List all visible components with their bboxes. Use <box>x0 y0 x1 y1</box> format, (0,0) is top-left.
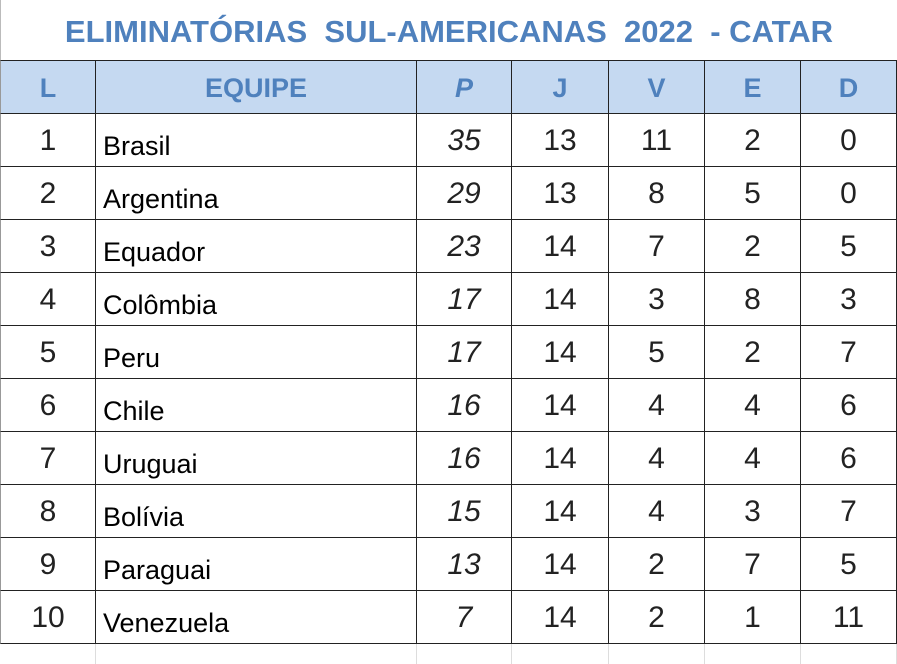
table-cell: 10 <box>0 591 96 644</box>
column-header: P <box>417 60 512 114</box>
table-cell: 9 <box>0 538 96 591</box>
table-cell: 14 <box>512 485 609 538</box>
table-cell: 4 <box>705 379 801 432</box>
empty-cell <box>417 644 512 664</box>
team-name: Uruguai <box>96 432 417 485</box>
table-cell: 11 <box>609 114 705 167</box>
table-cell: 3 <box>801 273 897 326</box>
table-cell: 2 <box>0 167 96 220</box>
table-cell: 11 <box>801 591 897 644</box>
table-cell: 1 <box>0 114 96 167</box>
table-cell: 14 <box>512 432 609 485</box>
table-cell: 6 <box>0 379 96 432</box>
table-cell: 13 <box>512 114 609 167</box>
table-cell: 6 <box>801 379 897 432</box>
table-cell: 5 <box>0 326 96 379</box>
table-title: ELIMINATÓRIAS SUL-AMERICANAS 2022 - CATA… <box>0 0 897 61</box>
table-cell: 7 <box>801 485 897 538</box>
table-cell: 5 <box>801 538 897 591</box>
table-cell: 7 <box>417 591 512 644</box>
team-name: Bolívia <box>96 485 417 538</box>
team-name: Chile <box>96 379 417 432</box>
table-cell: 4 <box>705 432 801 485</box>
table-cell: 7 <box>705 538 801 591</box>
empty-cell <box>609 644 705 664</box>
table-cell: 4 <box>609 485 705 538</box>
table-cell: 5 <box>801 220 897 273</box>
column-header: D <box>801 60 897 114</box>
empty-cell <box>512 644 609 664</box>
table-cell: 5 <box>609 326 705 379</box>
table-cell: 14 <box>512 538 609 591</box>
table-cell: 15 <box>417 485 512 538</box>
table-cell: 6 <box>801 432 897 485</box>
empty-cell <box>96 644 417 664</box>
table-cell: 2 <box>705 114 801 167</box>
table-cell: 23 <box>417 220 512 273</box>
table-cell: 3 <box>609 273 705 326</box>
table-cell: 14 <box>512 220 609 273</box>
team-name: Argentina <box>96 167 417 220</box>
empty-cell <box>801 644 897 664</box>
team-name: Equador <box>96 220 417 273</box>
table-cell: 4 <box>0 273 96 326</box>
table-cell: 2 <box>705 220 801 273</box>
table-cell: 5 <box>705 167 801 220</box>
team-name: Colômbia <box>96 273 417 326</box>
table-cell: 13 <box>512 167 609 220</box>
empty-cell <box>705 644 801 664</box>
team-name: Peru <box>96 326 417 379</box>
empty-cell <box>0 644 96 664</box>
team-name: Brasil <box>96 114 417 167</box>
table-cell: 2 <box>609 538 705 591</box>
table-cell: 1 <box>705 591 801 644</box>
table-cell: 14 <box>512 379 609 432</box>
table-cell: 13 <box>417 538 512 591</box>
table-cell: 16 <box>417 379 512 432</box>
table-cell: 4 <box>609 432 705 485</box>
table-cell: 17 <box>417 326 512 379</box>
table-cell: 16 <box>417 432 512 485</box>
column-header: V <box>609 60 705 114</box>
team-name: Venezuela <box>96 591 417 644</box>
table-cell: 7 <box>609 220 705 273</box>
table-cell: 29 <box>417 167 512 220</box>
table-cell: 0 <box>801 167 897 220</box>
column-header: E <box>705 60 801 114</box>
table-cell: 2 <box>609 591 705 644</box>
table-cell: 35 <box>417 114 512 167</box>
table-cell: 7 <box>0 432 96 485</box>
table-cell: 8 <box>705 273 801 326</box>
table-cell: 14 <box>512 591 609 644</box>
team-name: Paraguai <box>96 538 417 591</box>
table-cell: 2 <box>705 326 801 379</box>
table-cell: 4 <box>609 379 705 432</box>
table-cell: 17 <box>417 273 512 326</box>
table-cell: 7 <box>801 326 897 379</box>
table-cell: 0 <box>801 114 897 167</box>
table-cell: 8 <box>609 167 705 220</box>
table-cell: 3 <box>0 220 96 273</box>
table-cell: 14 <box>512 273 609 326</box>
table-cell: 14 <box>512 326 609 379</box>
column-header: EQUIPE <box>96 60 417 114</box>
column-header: J <box>512 60 609 114</box>
table-cell: 8 <box>0 485 96 538</box>
column-header: L <box>0 60 96 114</box>
table-cell: 3 <box>705 485 801 538</box>
